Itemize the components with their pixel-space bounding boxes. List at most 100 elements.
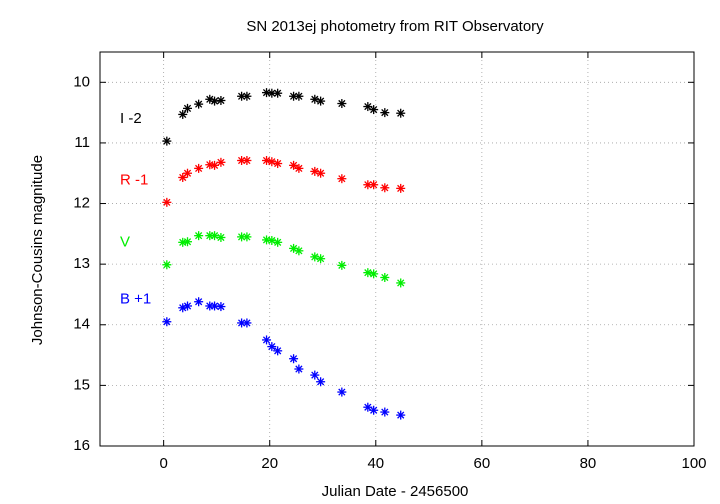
marker-stroke <box>370 105 378 114</box>
marker-stroke <box>268 342 276 351</box>
data-point <box>242 318 252 328</box>
marker-stroke <box>210 161 219 169</box>
data-point <box>380 108 390 118</box>
marker-stroke <box>274 347 282 355</box>
marker-stroke <box>397 411 405 419</box>
data-point <box>273 159 283 169</box>
data-point <box>337 387 347 397</box>
data-point <box>369 269 379 279</box>
marker-stroke <box>311 95 319 103</box>
marker-stroke <box>217 302 225 311</box>
marker-stroke <box>210 302 219 310</box>
marker-stroke <box>217 158 225 166</box>
x-tick-label: 0 <box>159 455 167 472</box>
marker-stroke <box>317 97 325 105</box>
marker-stroke <box>311 167 319 176</box>
data-point <box>162 317 172 327</box>
marker-stroke <box>317 255 325 263</box>
marker-stroke <box>237 233 246 241</box>
y-tick-label: 16 <box>73 437 90 454</box>
marker-stroke <box>163 261 171 269</box>
data-point <box>363 268 373 278</box>
marker-stroke <box>381 273 389 282</box>
data-point <box>380 407 390 417</box>
marker-stroke <box>268 89 276 97</box>
series-label: R -1 <box>120 171 148 188</box>
marker-stroke <box>370 270 378 278</box>
data-point <box>194 297 204 307</box>
marker-stroke <box>195 232 203 240</box>
data-point <box>242 232 252 242</box>
data-point <box>216 302 226 312</box>
data-point <box>162 197 172 207</box>
marker-stroke <box>364 102 372 111</box>
marker-stroke <box>370 181 378 189</box>
marker-stroke <box>243 156 251 165</box>
data-point <box>363 180 373 190</box>
data-point <box>289 354 299 364</box>
data-point <box>273 88 283 98</box>
marker-stroke <box>237 156 246 165</box>
marker-stroke <box>289 92 298 100</box>
marker-stroke <box>274 89 282 97</box>
data-point <box>396 183 406 193</box>
x-tick-label: 80 <box>580 455 597 472</box>
data-point <box>273 237 283 247</box>
marker-stroke <box>289 161 298 169</box>
data-point <box>337 99 347 109</box>
data-point <box>162 136 172 146</box>
x-tick-label: 20 <box>261 455 278 472</box>
data-point <box>210 301 220 311</box>
marker-stroke <box>243 233 251 241</box>
data-point <box>183 168 193 178</box>
marker-stroke <box>397 279 405 287</box>
marker-stroke <box>268 236 276 245</box>
data-point <box>267 342 277 352</box>
marker-stroke <box>370 406 378 414</box>
y-tick-label: 14 <box>73 316 90 333</box>
marker-stroke <box>268 158 276 166</box>
data-point <box>262 335 272 345</box>
marker-stroke <box>183 238 192 246</box>
marker-stroke <box>295 247 303 255</box>
data-point <box>316 254 326 264</box>
y-axis-label: Johnson-Cousins magnitude <box>29 155 46 345</box>
data-point <box>294 246 304 256</box>
marker-stroke <box>381 184 389 192</box>
data-point <box>337 174 347 184</box>
marker-stroke <box>317 169 325 177</box>
marker-stroke <box>397 184 405 192</box>
marker-stroke <box>364 403 372 411</box>
marker-stroke <box>295 365 303 373</box>
data-point <box>216 232 226 242</box>
plot-frame <box>99 51 695 447</box>
y-tick-label: 12 <box>73 195 90 212</box>
data-point <box>178 109 188 119</box>
data-point <box>210 96 220 106</box>
marker-stroke <box>163 198 171 206</box>
data-point <box>316 377 326 387</box>
marker-stroke <box>210 232 219 240</box>
marker-stroke <box>381 408 389 416</box>
x-tick-label: 40 <box>367 455 384 472</box>
marker-stroke <box>237 319 246 327</box>
data-point <box>369 405 379 415</box>
marker-stroke <box>183 302 192 310</box>
marker-stroke <box>183 104 192 112</box>
marker-stroke <box>289 244 298 253</box>
data-point <box>294 91 304 101</box>
marker-stroke <box>243 319 251 327</box>
data-point <box>194 99 204 109</box>
data-point <box>294 364 304 374</box>
marker-stroke <box>295 164 303 172</box>
marker-stroke <box>338 175 346 183</box>
marker-stroke <box>295 92 303 100</box>
data-point <box>273 346 283 356</box>
data-point <box>216 95 226 105</box>
data-point <box>380 183 390 193</box>
series-label: V <box>120 234 130 251</box>
marker-stroke <box>381 109 389 117</box>
marker-stroke <box>289 355 298 363</box>
x-tick-label: 100 <box>681 455 706 472</box>
y-tick-label: 13 <box>73 255 90 272</box>
